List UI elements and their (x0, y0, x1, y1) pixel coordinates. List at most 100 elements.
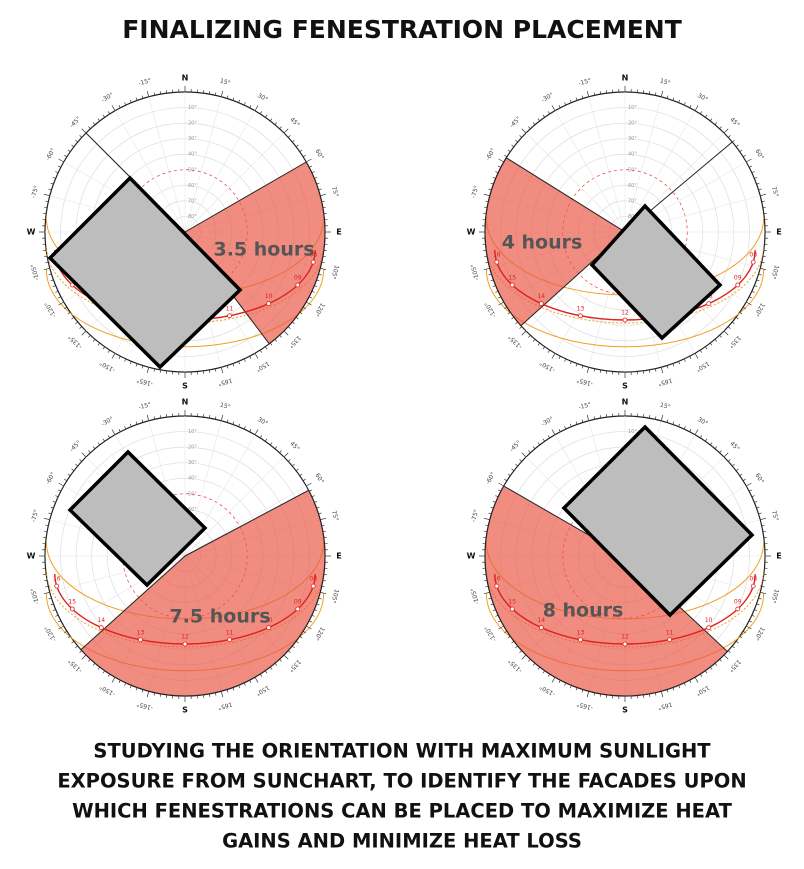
azimuth-label: -105° (470, 263, 481, 281)
rim-tick (749, 620, 753, 623)
rim-tick (581, 365, 584, 369)
azimuth-label: 120° (753, 301, 766, 317)
hour-label: 15 (508, 599, 516, 606)
rim-tick (88, 450, 91, 454)
rim-tick (756, 603, 760, 606)
rim-tick (92, 339, 96, 342)
rim-tick (50, 279, 54, 282)
compass-label: N (182, 74, 189, 83)
rim-tick (58, 158, 64, 163)
hour-label: 12 (621, 310, 629, 317)
rim-tick (497, 165, 501, 168)
rim-tick (511, 468, 515, 472)
azimuth-label: -45° (508, 115, 522, 129)
rim-tick (50, 506, 54, 509)
rim-tick (521, 452, 527, 458)
rim-tick (758, 597, 762, 600)
rim-tick (135, 363, 138, 367)
rim-tick (88, 126, 91, 130)
rim-tick (302, 154, 306, 158)
rim-tick (497, 489, 501, 492)
compass-label: N (182, 398, 189, 407)
caption-line: EXPOSURE FROM SUNCHART, TO IDENTIFY THE … (57, 770, 746, 793)
rim-tick (547, 111, 551, 115)
hour-marker (227, 637, 232, 643)
rim-tick (316, 506, 320, 509)
rim-tick (586, 90, 590, 97)
rim-tick (64, 306, 68, 310)
rim-tick (739, 636, 743, 639)
rim-tick (648, 91, 651, 95)
rim-tick (532, 339, 536, 342)
rim-tick (727, 650, 731, 653)
rim-tick (689, 428, 692, 432)
rim-tick (249, 104, 252, 108)
rim-tick (683, 102, 686, 106)
hour-marker (227, 313, 232, 319)
rim-tick (581, 419, 584, 423)
rim-tick (678, 99, 681, 103)
rim-tick (259, 435, 263, 439)
rim-tick (575, 687, 578, 691)
rim-tick (299, 149, 303, 152)
rim-tick (259, 111, 263, 115)
rim-tick (45, 261, 49, 264)
compass-label: S (622, 382, 628, 391)
rim-tick (683, 358, 686, 362)
rim-tick (672, 421, 675, 425)
hour-marker (310, 583, 316, 589)
azimuth-label: -150° (99, 359, 117, 373)
rim-tick (558, 680, 561, 684)
azimuth-label: 15° (219, 78, 231, 88)
compass-label: S (182, 706, 188, 715)
hour-label: 15 (508, 275, 516, 282)
rim-tick (81, 128, 87, 134)
rim-tick (751, 290, 755, 293)
rim-tick (299, 636, 303, 639)
rim-tick (742, 478, 746, 482)
hour-label: 08 (309, 252, 317, 259)
rim-tick (254, 429, 259, 435)
rim-tick (146, 691, 150, 698)
rim-tick (48, 597, 52, 600)
azimuth-label: -120° (44, 625, 58, 643)
rim-tick (320, 193, 327, 197)
rim-tick (660, 90, 664, 97)
rim-tick (97, 118, 101, 122)
rim-tick (660, 414, 664, 421)
rim-tick (709, 442, 713, 446)
rim-tick (754, 609, 758, 612)
altitude-label: 60° (628, 183, 637, 189)
rim-tick (551, 429, 556, 435)
rim-tick (754, 285, 758, 288)
hour-label: 11 (666, 629, 674, 636)
rim-tick (735, 640, 739, 644)
sunchart: 16151413121110090810°20°30°40°50°60°70°8… (467, 398, 782, 715)
rim-tick (88, 334, 91, 338)
rim-tick (322, 530, 326, 533)
azimuth-label: 105° (769, 264, 780, 280)
rim-tick (159, 415, 162, 419)
altitude-label: 60° (188, 183, 197, 189)
rim-tick (306, 158, 312, 163)
azimuth-label: 135° (727, 658, 742, 673)
rim-tick (749, 165, 753, 168)
hour-marker (295, 282, 301, 288)
rim-tick (118, 428, 121, 432)
rim-tick (699, 435, 703, 439)
rim-tick (581, 689, 584, 693)
rim-tick (159, 369, 162, 373)
rim-tick (490, 279, 494, 282)
sunchart: 16151413121110090810°20°30°40°50°60°70°8… (27, 74, 342, 391)
rim-tick (593, 92, 596, 96)
azimuth-label: 15° (659, 78, 671, 88)
rim-tick (79, 135, 83, 138)
rim-tick (153, 692, 156, 696)
rim-tick (551, 353, 556, 359)
rim-tick (537, 442, 541, 446)
rim-tick (485, 200, 489, 203)
rim-tick (742, 154, 746, 158)
rim-tick (699, 349, 703, 353)
rim-tick (756, 182, 760, 185)
